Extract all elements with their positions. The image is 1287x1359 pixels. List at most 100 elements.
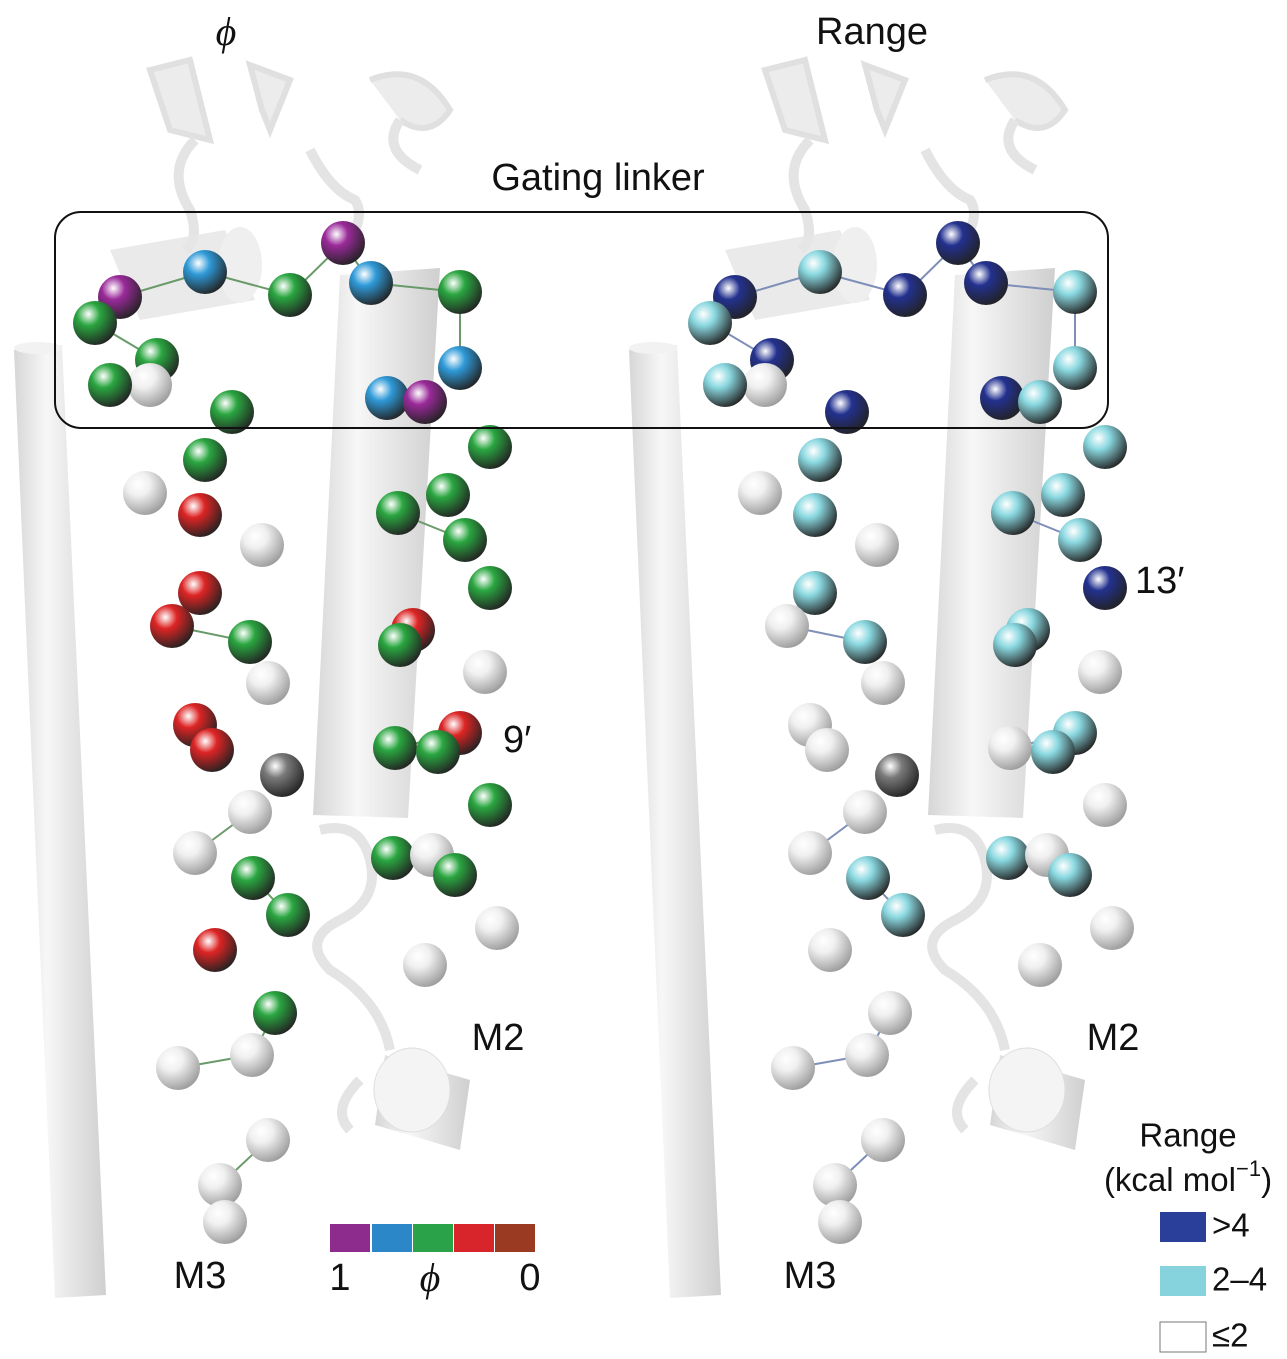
helix-cylinder bbox=[928, 268, 1055, 818]
residue-sphere bbox=[805, 728, 849, 772]
colorbar: 1 ϕ 0 bbox=[329, 1224, 540, 1300]
residue-sphere bbox=[438, 346, 482, 390]
residue-sphere bbox=[993, 623, 1037, 667]
sheet-cartoon bbox=[150, 60, 450, 140]
residue-sphere bbox=[443, 518, 487, 562]
residue-sphere bbox=[818, 1200, 862, 1244]
residue-sphere bbox=[349, 261, 393, 305]
residue-sphere bbox=[991, 491, 1035, 535]
residue-sphere bbox=[964, 261, 1008, 305]
residue-sphere bbox=[936, 221, 980, 265]
residue-sphere bbox=[1041, 473, 1085, 517]
colorbar-swatch bbox=[372, 1224, 412, 1252]
residue-label: 13′ bbox=[1135, 560, 1184, 602]
residue-sphere bbox=[416, 730, 460, 774]
helix-cap bbox=[989, 1048, 1065, 1132]
structure-panel bbox=[629, 60, 1134, 1298]
residue-sphere bbox=[475, 906, 519, 950]
colorbar-swatch bbox=[454, 1224, 494, 1252]
residue-sphere bbox=[403, 380, 447, 424]
residue-sphere bbox=[808, 928, 852, 972]
residue-sphere bbox=[845, 1033, 889, 1077]
residue-sphere bbox=[788, 831, 832, 875]
legend-unit: (kcal mol−1) bbox=[1104, 1156, 1272, 1198]
residue-sphere bbox=[468, 783, 512, 827]
loop-cartoon bbox=[179, 120, 420, 250]
colorbar-label: 0 bbox=[519, 1257, 540, 1299]
helix-cylinder bbox=[629, 345, 721, 1298]
helix-cylinder bbox=[313, 268, 440, 818]
residue-sphere bbox=[403, 943, 447, 987]
residue-sphere bbox=[988, 726, 1032, 770]
residue-sphere bbox=[253, 991, 297, 1035]
residue-sphere bbox=[321, 221, 365, 265]
residue-sphere bbox=[183, 438, 227, 482]
legend-swatch bbox=[1160, 1212, 1206, 1242]
residue-sphere bbox=[373, 726, 417, 770]
colorbar-swatch bbox=[413, 1224, 453, 1252]
legend-item: 2–4 bbox=[1212, 1261, 1267, 1298]
legend-swatch bbox=[1160, 1322, 1206, 1352]
residue-sphere bbox=[798, 250, 842, 294]
legend-unit: (kcal mol bbox=[1104, 1161, 1236, 1198]
residue-sphere bbox=[426, 473, 470, 517]
structure-panel bbox=[14, 60, 519, 1298]
residue-sphere bbox=[1090, 906, 1134, 950]
residue-sphere bbox=[1018, 943, 1062, 987]
colorbar-swatch bbox=[330, 1224, 370, 1252]
legend-item: >4 bbox=[1212, 1207, 1250, 1244]
residue-sphere bbox=[468, 425, 512, 469]
helix-cap bbox=[374, 1048, 450, 1132]
residue-sphere bbox=[183, 250, 227, 294]
residue-sphere bbox=[703, 363, 747, 407]
residue-sphere bbox=[230, 1033, 274, 1077]
residue-sphere bbox=[1018, 380, 1062, 424]
residue-sphere bbox=[260, 753, 304, 797]
residue-sphere bbox=[986, 836, 1030, 880]
residue-sphere bbox=[468, 566, 512, 610]
residue-sphere bbox=[843, 790, 887, 834]
residue-sphere bbox=[150, 604, 194, 648]
residue-sphere bbox=[743, 363, 787, 407]
residue-sphere bbox=[980, 376, 1024, 420]
residue-sphere bbox=[771, 1046, 815, 1090]
helix-cylinder bbox=[14, 345, 106, 1298]
residue-sphere bbox=[1053, 346, 1097, 390]
residue-sphere bbox=[1083, 783, 1127, 827]
residue-sphere bbox=[738, 471, 782, 515]
residue-sphere bbox=[463, 650, 507, 694]
figure: Gating linker ϕ Range 9′ M2 M3 13′ M2 M3… bbox=[0, 0, 1287, 1359]
colorbar-swatch bbox=[495, 1224, 535, 1252]
helix-label: M2 bbox=[472, 1017, 525, 1059]
residue-sphere bbox=[881, 893, 925, 937]
sheet-cartoon bbox=[765, 60, 1065, 140]
residue-sphere bbox=[846, 856, 890, 900]
residue-sphere bbox=[228, 620, 272, 664]
residue-sphere bbox=[246, 1118, 290, 1162]
residue-sphere bbox=[1053, 270, 1097, 314]
residue-sphere bbox=[765, 604, 809, 648]
residue-sphere bbox=[73, 301, 117, 345]
gating-linker-label: Gating linker bbox=[491, 157, 705, 199]
helix-label: M2 bbox=[1087, 1017, 1140, 1059]
residue-sphere bbox=[843, 620, 887, 664]
residue-sphere bbox=[378, 623, 422, 667]
residue-sphere bbox=[231, 856, 275, 900]
residue-sphere bbox=[203, 1200, 247, 1244]
residue-sphere bbox=[266, 893, 310, 937]
residue-sphere bbox=[861, 661, 905, 705]
legend: Range (kcal mol−1) >4 2–4 ≤2 bbox=[1104, 1117, 1272, 1354]
residue-sphere bbox=[178, 493, 222, 537]
residue-sphere bbox=[1083, 425, 1127, 469]
residue-sphere bbox=[855, 523, 899, 567]
residue-sphere bbox=[173, 831, 217, 875]
legend-item: ≤2 bbox=[1212, 1317, 1248, 1354]
residue-sphere bbox=[1078, 650, 1122, 694]
residue-sphere bbox=[1058, 518, 1102, 562]
residue-sphere bbox=[240, 523, 284, 567]
residue-sphere bbox=[438, 270, 482, 314]
panel-title: Range bbox=[816, 11, 928, 53]
residue-sphere bbox=[193, 928, 237, 972]
residue-sphere bbox=[883, 273, 927, 317]
residue-sphere bbox=[156, 1046, 200, 1090]
